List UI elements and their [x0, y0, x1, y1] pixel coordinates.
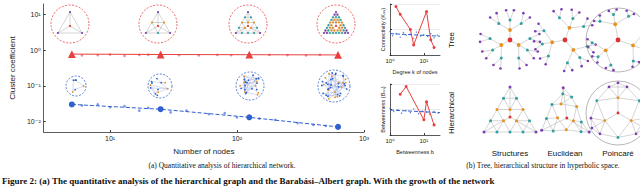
svg-text:Structures: Structures	[492, 149, 528, 158]
svg-text:10¹: 10¹	[105, 135, 116, 142]
html-text:Figure 2: (a) The quantitative: Figure 2: (a) The quantitative analysis …	[2, 176, 495, 186]
html-text:(a) Quantitative analysis of h: (a) Quantitative analysis of hierarchica…	[148, 161, 296, 170]
svg-text:10⁰: 10⁰	[30, 47, 41, 54]
svg-text:10⁻¹: 10⁻¹	[27, 82, 41, 89]
svg-text:Euclidean: Euclidean	[547, 149, 582, 158]
svg-text:10¹: 10¹	[31, 11, 42, 18]
svg-text:10³: 10³	[359, 135, 370, 142]
html-text:(b) Tree, hierarchical structu: (b) Tree, hierarchical structure in hype…	[466, 161, 620, 170]
svg-text:Poincaré: Poincaré	[602, 149, 634, 158]
svg-text:10²: 10²	[232, 135, 243, 142]
svg-text:Connectivity (Kₙₙ): Connectivity (Kₙₙ)	[380, 8, 386, 51]
svg-text:Degree k of nodes: Degree k of nodes	[393, 69, 438, 75]
svg-text:Betweenness (Bₙₙ): Betweenness (Bₙₙ)	[380, 86, 386, 132]
svg-text:Cluster coefficient: Cluster coefficient	[8, 36, 17, 100]
svg-text:10⁰: 10⁰	[385, 138, 395, 144]
svg-text:10¹: 10¹	[420, 138, 429, 144]
svg-text:Betweenness b: Betweenness b	[396, 149, 434, 155]
svg-text:10¹: 10¹	[420, 58, 429, 64]
svg-text:Number of nodes: Number of nodes	[173, 147, 234, 156]
svg-text:10⁻²: 10⁻²	[27, 118, 41, 125]
svg-text:Hierarchical: Hierarchical	[447, 92, 456, 134]
svg-text:Tree: Tree	[447, 31, 456, 48]
svg-text:10⁰: 10⁰	[385, 58, 395, 64]
